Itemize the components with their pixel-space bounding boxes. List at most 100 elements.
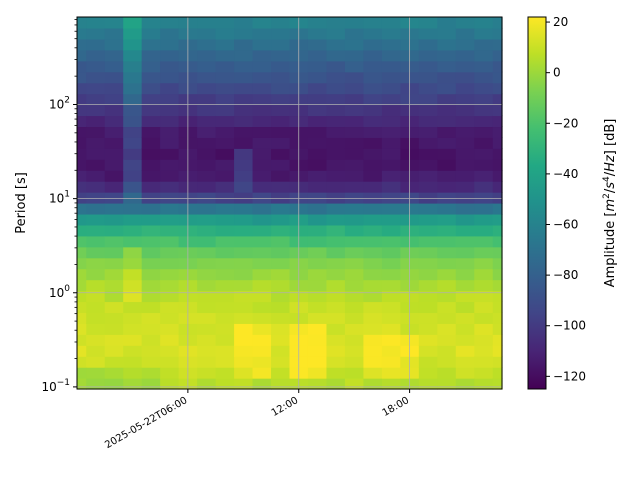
- heatmap-cell: [77, 279, 87, 292]
- heatmap-cell: [326, 126, 346, 138]
- heatmap-cell: [215, 126, 235, 138]
- heatmap-cell: [215, 148, 235, 160]
- heatmap-cell: [271, 17, 291, 29]
- heatmap-cell: [363, 104, 383, 117]
- heatmap-cell: [77, 126, 87, 138]
- heatmap-cell: [160, 367, 180, 379]
- heatmap-cell: [326, 38, 346, 51]
- heatmap-cell: [104, 246, 124, 259]
- heatmap-cell: [77, 82, 87, 95]
- heatmap-cell: [141, 137, 161, 149]
- heatmap-cell: [437, 115, 457, 128]
- heatmap-cell: [492, 181, 503, 193]
- heatmap-cell: [381, 246, 401, 259]
- heatmap-cell: [123, 38, 143, 51]
- heatmap-cell: [160, 82, 180, 95]
- heatmap-cell: [363, 82, 383, 95]
- heatmap-cell: [215, 17, 235, 29]
- heatmap-cell: [215, 71, 235, 84]
- heatmap-cell: [86, 378, 106, 390]
- heatmap-cell: [418, 137, 438, 149]
- heatmap-cell: [160, 345, 180, 357]
- heatmap-cell: [86, 213, 106, 226]
- heatmap-cell: [492, 126, 503, 138]
- heatmap-cell: [381, 60, 401, 73]
- heatmap-cell: [437, 279, 457, 292]
- heatmap-cell: [123, 257, 143, 270]
- heatmap-cell: [344, 323, 365, 335]
- heatmap-cell: [418, 159, 438, 171]
- heatmap-cell: [437, 148, 457, 160]
- heatmap-cell: [104, 159, 124, 171]
- colorbar-tick-label: −20: [553, 116, 578, 130]
- heatmap-cell: [123, 126, 143, 138]
- heatmap-cell: [455, 17, 475, 29]
- heatmap-cell: [271, 378, 291, 390]
- heatmap-cell: [326, 104, 346, 117]
- heatmap-cell: [197, 104, 217, 117]
- heatmap-cell: [234, 27, 254, 40]
- heatmap-cell: [381, 235, 401, 248]
- heatmap-cell: [474, 257, 494, 270]
- heatmap-cell: [77, 93, 87, 106]
- heatmap-cell: [215, 170, 235, 182]
- heatmap-cell: [344, 203, 365, 215]
- heatmap-cell: [474, 246, 494, 259]
- heatmap-cell: [215, 224, 235, 237]
- heatmap-cell: [437, 159, 457, 171]
- heatmap-cell: [492, 367, 503, 379]
- heatmap-cell: [363, 246, 383, 259]
- heatmap-cell: [381, 49, 401, 62]
- heatmap-cell: [307, 235, 328, 248]
- heatmap-cell: [418, 27, 438, 40]
- heatmap-cell: [455, 257, 475, 270]
- heatmap-cell: [492, 115, 503, 128]
- heatmap-cell: [86, 290, 106, 303]
- heatmap-cell: [123, 115, 143, 128]
- heatmap-cell: [474, 367, 494, 379]
- heatmap-cell: [86, 159, 106, 171]
- heatmap-cell: [123, 82, 143, 95]
- heatmap-cell: [381, 38, 401, 51]
- heatmap-cell: [123, 27, 143, 40]
- heatmap-cell: [344, 367, 365, 379]
- heatmap-cell: [123, 93, 143, 106]
- heatmap-cell: [234, 224, 254, 237]
- heatmap-cell: [363, 224, 383, 237]
- heatmap-cell: [197, 235, 217, 248]
- heatmap-cell: [197, 279, 217, 292]
- heatmap-cell: [326, 323, 346, 335]
- heatmap-cell: [437, 38, 457, 51]
- heatmap-cell: [492, 279, 503, 292]
- heatmap-cell: [104, 323, 124, 335]
- heatmap-cell: [271, 115, 291, 128]
- heatmap-cell: [160, 203, 180, 215]
- heatmap-cell: [252, 279, 272, 292]
- heatmap-cell: [437, 367, 457, 379]
- heatmap-cell: [234, 312, 254, 324]
- heatmap-cell: [381, 148, 401, 160]
- heatmap-cell: [234, 301, 254, 314]
- heatmap-cell: [474, 104, 494, 117]
- heatmap-cell: [215, 93, 235, 106]
- heatmap-cell: [197, 203, 217, 215]
- heatmap-cell: [252, 268, 272, 281]
- heatmap-cell: [86, 104, 106, 117]
- heatmap-cell: [437, 17, 457, 29]
- heatmap-cell: [381, 268, 401, 281]
- heatmap-cell: [418, 93, 438, 106]
- heatmap-cell: [197, 60, 217, 73]
- heatmap-cell: [86, 115, 106, 128]
- heatmap-cell: [363, 27, 383, 40]
- heatmap-cell: [86, 312, 106, 324]
- heatmap-cell: [234, 203, 254, 215]
- heatmap-cell: [141, 235, 161, 248]
- heatmap-cell: [455, 181, 475, 193]
- heatmap-cell: [123, 148, 143, 160]
- heatmap-cell: [455, 115, 475, 128]
- heatmap-cell: [77, 224, 87, 237]
- heatmap-cell: [77, 17, 87, 29]
- heatmap-cell: [418, 203, 438, 215]
- heatmap-cell: [252, 27, 272, 40]
